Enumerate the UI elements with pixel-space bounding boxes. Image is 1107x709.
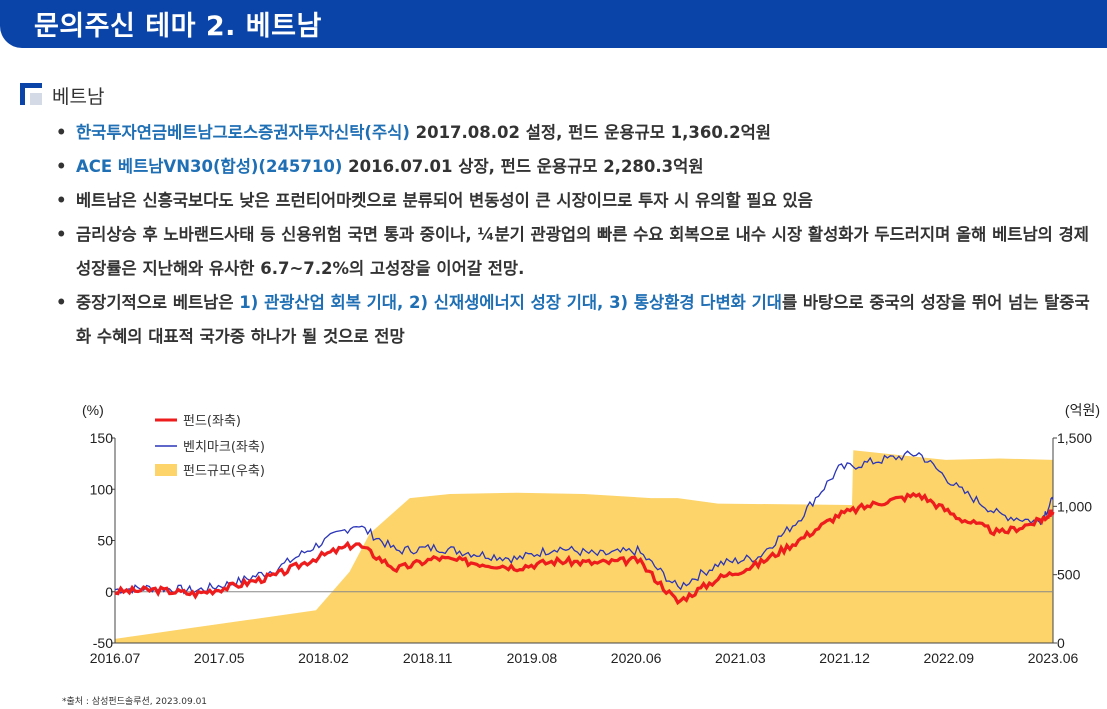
x-tick-label: 2022.09	[923, 650, 974, 666]
x-tick-label: 2018.11	[403, 650, 453, 666]
bullet-fund-2: ACE 베트남VN30(합성)(245710) 2016.07.01 상장, 펀…	[56, 150, 1096, 184]
section-bracket-icon	[20, 83, 42, 105]
fund-line	[114, 491, 1055, 606]
left-tick-label: 150	[90, 430, 114, 446]
page-title: 문의주신 테마 2. 베트남	[34, 11, 322, 42]
fund-name: ACE 베트남VN30(합성)(245710)	[76, 157, 343, 176]
left-tick-label: 50	[97, 533, 113, 549]
bullet-long-term: 중장기적으로 베트남은 1) 관광산업 회복 기대, 2) 신재생에너지 성장 …	[56, 286, 1096, 354]
fund-detail: 2017.08.02 설정, 펀드 운용규모 1,360.2억원	[409, 123, 771, 142]
x-tick-label: 2021.03	[715, 650, 766, 666]
bullet-text-pre: 중장기적으로 베트남은	[76, 293, 240, 312]
bullet-text: 금리상승 후 노바랜드사태 등 신용위험 국면 통과 중이나, ¼분기 관광업의…	[76, 225, 1089, 278]
left-axis-unit: (%)	[82, 402, 104, 418]
x-tick-label: 2021.12	[819, 650, 870, 666]
left-tick-label: -50	[93, 635, 113, 651]
fund-name: 한국투자연금베트남그로스증권자투자신탁(주식)	[76, 123, 410, 142]
page-header: 문의주신 테마 2. 베트남	[0, 0, 1107, 48]
bullet-list: 한국투자연금베트남그로스증권자투자신탁(주식) 2017.08.02 설정, 펀…	[56, 116, 1096, 354]
legend-benchmark-label: 벤치마크(좌축)	[183, 440, 265, 455]
x-tick-label: 2023.06	[1028, 650, 1079, 666]
line-layer	[114, 450, 1055, 606]
x-tick-label: 2018.02	[298, 650, 349, 666]
aum-area	[115, 450, 1053, 643]
bullet-highlight: 1) 관광산업 회복 기대, 2) 신재생에너지 성장 기대, 3) 통상환경 …	[239, 293, 782, 312]
left-tick-label: 100	[90, 481, 114, 497]
right-tick-label: 1,000	[1057, 498, 1092, 514]
legend-aum-label: 펀드규모(우축)	[183, 464, 265, 479]
right-axis-unit: (억원)	[1065, 402, 1100, 418]
section-label: 베트남	[52, 86, 105, 108]
axis-layer	[111, 437, 1057, 644]
fund-detail: 2016.07.01 상장, 펀드 운용규모 2,280.3억원	[342, 157, 704, 176]
bullet-text: 베트남은 신흥국보다도 낮은 프런티어마켓으로 분류되어 변동성이 큰 시장이므…	[76, 191, 813, 210]
bullet-risk: 베트남은 신흥국보다도 낮은 프런티어마켓으로 분류되어 변동성이 큰 시장이므…	[56, 184, 1096, 218]
x-tick-label: 2019.08	[507, 650, 558, 666]
left-tick-label: 0	[105, 584, 113, 600]
source-note: *출처 : 삼성펀드솔루션, 2023.09.01	[62, 697, 208, 707]
x-tick-label: 2020.06	[611, 650, 662, 666]
bullet-text-post: 를 바탕으로 중국의 성장을 뛰어 넘는 탈중국화 수혜의 대표적 국가중 하나…	[76, 293, 1090, 346]
x-tick-label: 2017.05	[194, 650, 245, 666]
legend-fund-label: 펀드(좌축)	[183, 414, 241, 429]
aum-area-layer	[115, 450, 1053, 643]
chart-legend: 펀드(좌축) 벤치마크(좌축) 펀드규모(우축)	[155, 414, 265, 479]
legend-aum-swatch	[155, 464, 177, 476]
bullet-outlook: 금리상승 후 노바랜드사태 등 신용위험 국면 통과 중이나, ¼분기 관광업의…	[56, 218, 1096, 286]
x-tick-label: 2016.07	[90, 650, 141, 666]
right-tick-label: 1,500	[1057, 430, 1092, 446]
right-tick-label: 0	[1057, 635, 1065, 651]
bullet-fund-1: 한국투자연금베트남그로스증권자투자신탁(주식) 2017.08.02 설정, 펀…	[56, 116, 1096, 150]
right-tick-label: 500	[1057, 567, 1081, 583]
